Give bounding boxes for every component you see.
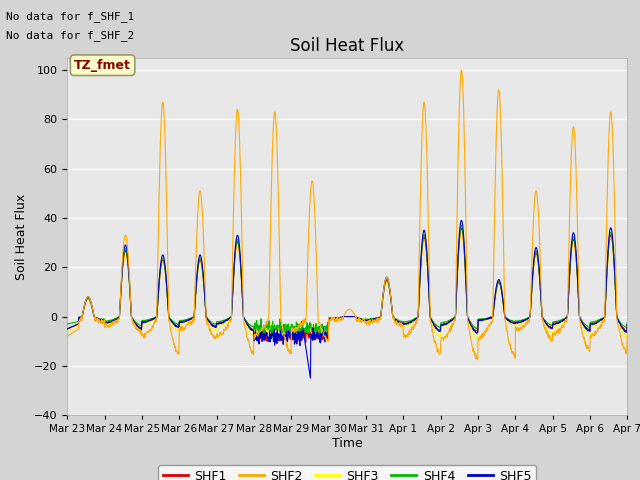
SHF2 bbox=[434, 347, 442, 353]
SHF1 bbox=[302, 339, 310, 345]
SHF2 bbox=[458, 67, 465, 73]
SHF4 bbox=[258, 336, 266, 342]
SHF3 bbox=[174, 328, 182, 334]
SHF4 bbox=[508, 318, 516, 324]
SHF3 bbox=[434, 333, 442, 338]
SHF5 bbox=[557, 318, 565, 324]
SHF1 bbox=[435, 327, 442, 333]
SHF5 bbox=[458, 217, 465, 223]
SHF4 bbox=[435, 324, 442, 329]
SHF3 bbox=[63, 328, 71, 334]
Y-axis label: Soil Heat Flux: Soil Heat Flux bbox=[15, 193, 28, 279]
SHF2 bbox=[623, 333, 631, 339]
SHF3 bbox=[508, 322, 516, 327]
SHF1 bbox=[63, 326, 71, 332]
SHF5 bbox=[623, 322, 631, 327]
SHF3 bbox=[458, 229, 465, 235]
Line: SHF1: SHF1 bbox=[67, 228, 627, 342]
SHF4 bbox=[623, 320, 631, 325]
SHF4 bbox=[557, 317, 565, 323]
SHF3 bbox=[188, 315, 196, 321]
SHF5 bbox=[63, 326, 71, 332]
SHF5 bbox=[188, 316, 196, 322]
SHF1 bbox=[508, 319, 516, 325]
Text: TZ_fmet: TZ_fmet bbox=[74, 59, 131, 72]
SHF1 bbox=[250, 330, 258, 336]
SHF5 bbox=[250, 331, 258, 336]
SHF1 bbox=[623, 322, 631, 327]
Legend: SHF1, SHF2, SHF3, SHF4, SHF5: SHF1, SHF2, SHF3, SHF4, SHF5 bbox=[158, 465, 536, 480]
SHF5 bbox=[307, 375, 314, 381]
SHF3 bbox=[623, 325, 631, 331]
SHF2 bbox=[188, 319, 196, 325]
SHF2 bbox=[508, 349, 516, 355]
Text: No data for f_SHF_2: No data for f_SHF_2 bbox=[6, 30, 134, 41]
Line: SHF5: SHF5 bbox=[67, 220, 627, 378]
SHF4 bbox=[174, 321, 182, 327]
SHF5 bbox=[174, 324, 182, 330]
SHF4 bbox=[250, 322, 258, 328]
SHF3 bbox=[473, 336, 481, 342]
Line: SHF4: SHF4 bbox=[67, 225, 627, 339]
SHF1 bbox=[188, 315, 196, 321]
X-axis label: Time: Time bbox=[332, 437, 363, 450]
Title: Soil Heat Flux: Soil Heat Flux bbox=[290, 36, 404, 55]
SHF2 bbox=[474, 357, 482, 363]
SHF5 bbox=[508, 320, 516, 325]
SHF1 bbox=[458, 225, 465, 231]
SHF5 bbox=[435, 328, 442, 334]
SHF2 bbox=[250, 332, 258, 337]
SHF1 bbox=[557, 318, 565, 324]
SHF1 bbox=[174, 324, 182, 330]
Line: SHF3: SHF3 bbox=[67, 232, 627, 339]
Text: No data for f_SHF_1: No data for f_SHF_1 bbox=[6, 11, 134, 22]
SHF2 bbox=[557, 324, 565, 329]
SHF3 bbox=[557, 320, 565, 325]
SHF2 bbox=[174, 351, 182, 357]
Line: SHF2: SHF2 bbox=[67, 70, 627, 360]
SHF4 bbox=[458, 222, 465, 228]
SHF4 bbox=[188, 315, 196, 321]
SHF4 bbox=[63, 321, 71, 327]
SHF3 bbox=[250, 326, 258, 332]
SHF2 bbox=[63, 334, 71, 339]
